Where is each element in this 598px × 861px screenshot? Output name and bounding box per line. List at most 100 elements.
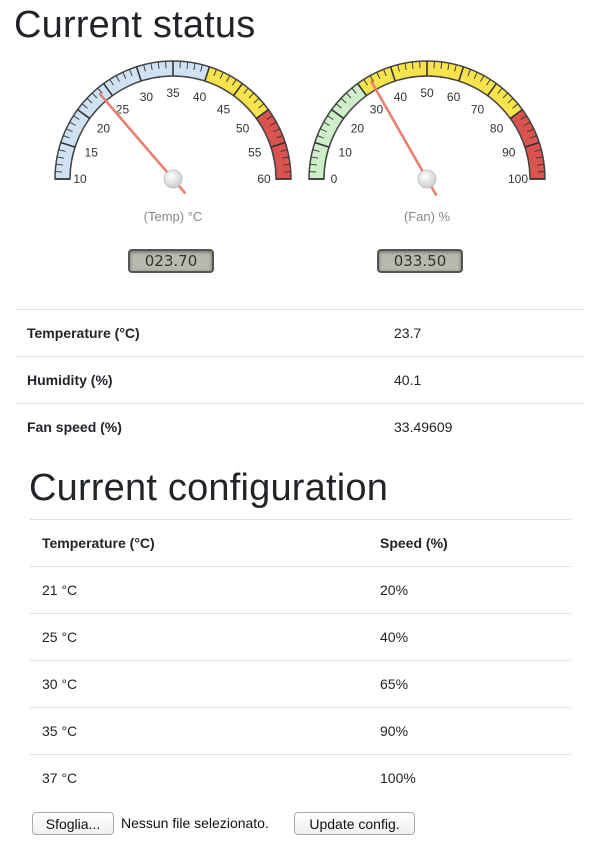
file-status-text: Nessun file selezionato. [121,815,269,831]
gauge-minor-tick [273,128,280,133]
gauge-major-tick [255,108,269,120]
gauge-minor-tick [327,115,334,120]
table-row: 37 °C 100% [30,754,571,801]
gauge-major-tick [331,108,345,120]
gauge-minor-tick [200,64,203,72]
update-config-button[interactable]: Update config. [294,812,415,835]
gauge-tick-label: 10 [339,145,353,159]
gauge-minor-tick [534,149,542,152]
gauge-minor-tick [351,87,357,94]
gauge-tick-label: 45 [217,102,231,116]
gauge-tick-label: 80 [490,121,504,135]
config-speed-cell: 100% [368,754,571,801]
table-row: 30 °C 65% [30,660,571,708]
table-header-row: Temperature (°C) Speed (%) [30,519,571,567]
browse-file-button[interactable]: Sfoglia... [32,812,114,835]
table-row: 25 °C 40% [30,613,571,661]
gauge-minor-tick [97,87,103,94]
gauge-outline [54,60,292,180]
status-label-fan-speed: Fan speed (%) [15,403,382,450]
gauge-tick-label: 15 [85,145,99,159]
gauge-tick-label: 20 [351,121,365,135]
gauge-tick-label: 30 [370,102,384,116]
gauge-minor-tick [524,121,531,126]
status-value-fan-speed: 33.49609 [382,403,585,450]
gauge-minor-tick [57,156,65,159]
gauge-tick-label: 35 [166,86,180,100]
page-title-status: Current status [14,4,256,46]
status-label-temperature: Temperature (°C) [15,309,382,357]
gauge-band [510,109,545,179]
gauge-minor-tick [109,79,114,86]
page-title-config: Current configuration [29,467,389,509]
gauge-minor-tick [91,92,98,99]
gauge-major-tick [60,141,76,148]
config-temperature-cell: 21 °C [30,566,368,614]
gauge-tick-label: 10 [73,172,87,186]
gauge-major-tick [204,66,211,82]
gauge-tick-label: 70 [471,102,485,116]
gauge-hub [417,169,437,189]
config-temperature-cell: 37 °C [30,754,368,801]
gauge-tick-label: 25 [116,102,130,116]
gauge-minor-tick [226,75,231,82]
gauge-minor-tick [253,97,260,104]
gauge-minor-tick [73,115,80,120]
gauge-minor-tick [404,63,407,71]
gauge-tick-label: 60 [257,172,271,186]
table-row: Fan speed (%) 33.49609 [15,403,585,450]
gauge-minor-tick [312,149,320,152]
temperature-lcd-display: 023.70 [128,249,214,273]
gauge-major-tick [486,83,498,97]
gauge-minor-tick [467,69,471,76]
gauge-minor-tick [454,64,457,72]
gauge-major-tick [389,66,396,82]
gauge-tick-label: 55 [248,145,262,159]
gauge-band [256,109,291,179]
gauge-minor-tick [150,63,153,71]
gauge-minor-tick [122,72,127,79]
gauge-minor-tick [480,75,485,82]
gauge-minor-tick [512,103,519,109]
gauge-minor-tick [115,75,120,82]
gauge-minor-tick [129,69,133,76]
gauge-hub [163,169,183,189]
table-row: 35 °C 90% [30,707,571,755]
gauge-major-tick [270,141,286,148]
gauge-tick-label: 100 [508,172,528,186]
gauge-minor-tick [363,79,368,86]
gauge-minor-tick [55,163,63,166]
gauge-unit-label: (Temp) °C [144,209,203,224]
gauge-minor-tick [309,163,317,166]
gauge-tick-label: 90 [502,145,516,159]
gauge-minor-tick [345,92,352,99]
gauge-major-tick [135,66,142,82]
gauge-minor-tick [270,121,277,126]
gauge-minor-tick [63,135,70,139]
gauge-major-tick [524,141,540,148]
gauge-minor-tick [232,79,237,86]
gauge-minor-tick [323,121,330,126]
gauge-minor-tick [317,135,324,139]
gauge-major-tick [232,83,244,97]
gauge-tick-label: 40 [193,90,207,104]
config-temperature-cell: 30 °C [30,660,368,708]
gauge-minor-tick [266,115,273,120]
gauge-minor-tick [193,63,196,71]
gauge-tick-label: 40 [394,90,408,104]
gauge-minor-tick [66,128,73,133]
gauge-tick-label: 30 [140,90,154,104]
gauge-major-tick [314,141,330,148]
gauge-minor-tick [520,115,527,120]
gauge-minor-tick [411,61,414,69]
gauge-minor-tick [340,97,347,104]
status-label-humidity: Humidity (%) [15,356,382,404]
gauge-minor-tick [527,128,534,133]
config-speed-cell: 90% [368,707,571,755]
fan-lcd-display: 033.50 [377,249,463,273]
gauge-minor-tick [243,87,249,94]
gauge-outline [308,60,546,180]
gauge-major-tick [458,66,465,82]
gauge-major-tick [356,83,368,97]
gauge-major-tick [77,108,91,120]
